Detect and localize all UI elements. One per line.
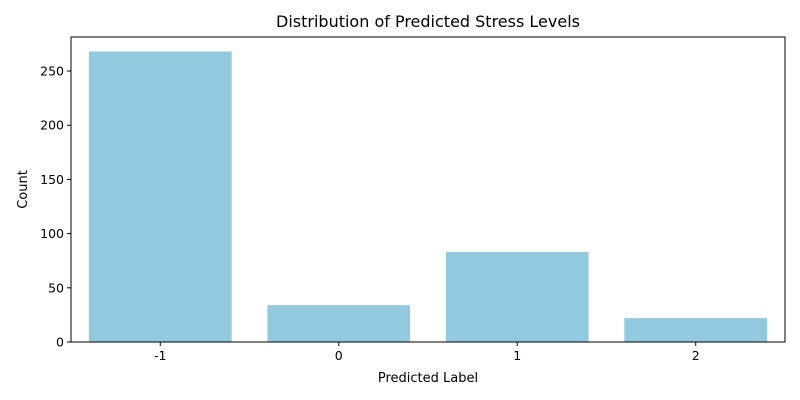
x-axis-label: Predicted Label — [378, 371, 478, 386]
bars-group — [88, 51, 768, 343]
plot-frame — [70, 36, 786, 343]
y-axis: 0 50 100 150 200 250 — [40, 64, 71, 350]
x-tick-label: 1 — [513, 348, 521, 363]
y-tick-label: 50 — [48, 280, 64, 295]
bar-0 — [267, 305, 411, 342]
bar--1 — [88, 51, 232, 343]
x-tick-label: 2 — [692, 348, 700, 363]
y-axis-label: Count — [16, 170, 31, 209]
y-tick-label: 150 — [40, 172, 64, 187]
x-tick-label: -1 — [154, 348, 166, 363]
y-tick-label: 100 — [40, 226, 64, 241]
y-tick-label: 0 — [56, 335, 64, 350]
y-tick-label: 250 — [40, 64, 64, 79]
chart-title: Distribution of Predicted Stress Levels — [276, 12, 580, 31]
x-axis: -1 0 1 2 — [154, 342, 700, 363]
y-tick-label: 200 — [40, 118, 64, 133]
bar-2 — [624, 318, 768, 342]
x-tick-label: 0 — [335, 348, 343, 363]
bar-1 — [445, 252, 589, 342]
